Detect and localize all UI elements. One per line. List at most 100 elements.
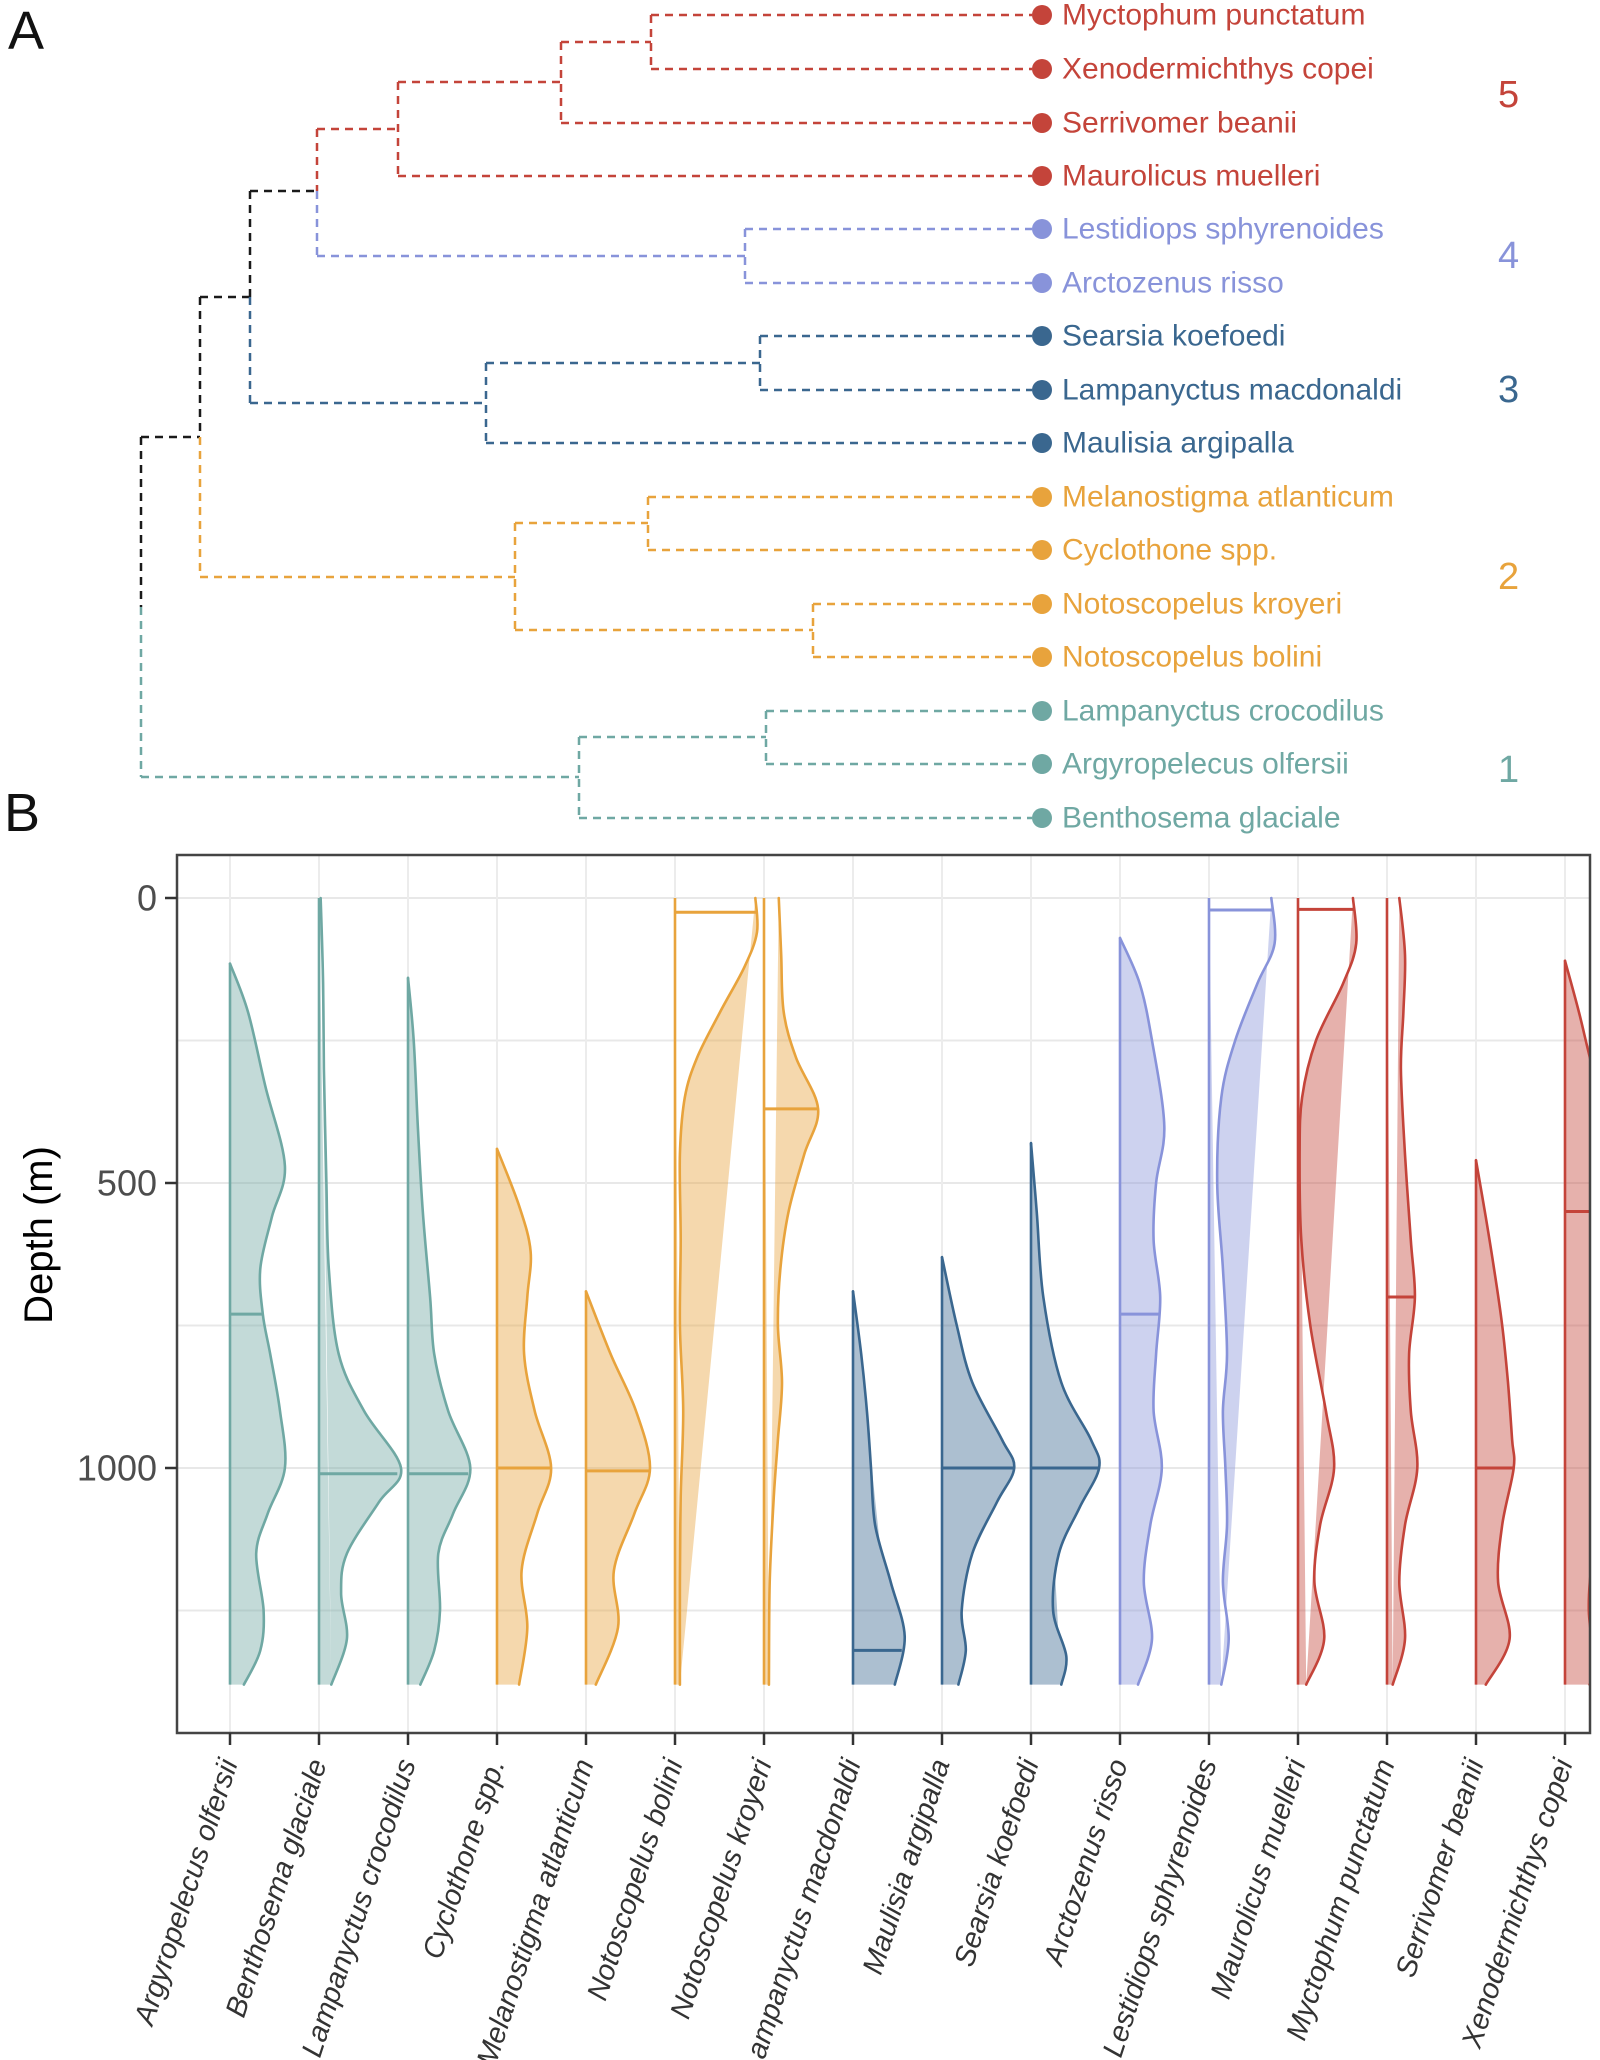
violin: [673, 896, 759, 1686]
panel-a-label: A: [8, 1, 45, 61]
violin-outline: [767, 896, 820, 1686]
violin-fill: [675, 898, 758, 1685]
leaf-label: Cyclothone spp.: [1062, 534, 1277, 567]
violin: [1296, 896, 1358, 1686]
violin: [317, 896, 403, 1686]
violin-outline: [495, 1147, 553, 1686]
leaf-label: Maurolicus muelleri: [1062, 160, 1320, 193]
leaf-dot: [1032, 380, 1052, 400]
violin-fill: [1298, 898, 1357, 1685]
violin-outline: [940, 1255, 1016, 1686]
x-species-label: Searsia koefoedi: [948, 1754, 1046, 1971]
x-species-label: Cyclothone spp.: [417, 1755, 512, 1963]
violin: [1474, 1158, 1516, 1686]
violin: [940, 1255, 1016, 1686]
x-species-label: Maurolicus muelleri: [1205, 1754, 1313, 2003]
x-species-label: Serrivomer beanii: [1390, 1754, 1491, 1982]
leaf-label: Lampanyctus macdonaldi: [1062, 374, 1402, 407]
leaf-label: Notoscopelus kroyeri: [1062, 588, 1342, 621]
violin-fill: [1209, 898, 1276, 1685]
leaf-dot: [1032, 326, 1052, 346]
violin-fill: [942, 1257, 1015, 1685]
violin-outline: [1118, 936, 1166, 1686]
leaf-label: Myctophum punctatum: [1062, 0, 1365, 32]
leaf-dot: [1032, 754, 1052, 774]
cluster-number-label: 2: [1498, 556, 1519, 598]
y-tick-label: 500: [97, 1163, 157, 1204]
leaf-label: Serrivomer beanii: [1062, 107, 1297, 140]
y-tick-label: 0: [137, 878, 157, 919]
leaf-dot: [1032, 5, 1052, 25]
x-species-label: Maulisia argipalla: [857, 1755, 957, 1978]
x-species-label: Notoscopelus bolini: [582, 1754, 691, 2005]
violin-layer: [228, 896, 1589, 1686]
violin-fill: [1565, 960, 1589, 1685]
violin: [406, 976, 472, 1686]
violin-outline: [678, 896, 759, 1686]
violin: [1563, 959, 1589, 1686]
x-species-label: Arctozenus risso: [1037, 1755, 1134, 1971]
violin-fill: [1387, 898, 1418, 1685]
leaf-dot: [1032, 433, 1052, 453]
leaf-dot: [1032, 701, 1052, 721]
violin-outline: [1391, 896, 1419, 1686]
panel-b-label: B: [4, 783, 41, 843]
x-species-label: Notoscopelus kroyeri: [665, 1754, 780, 2023]
violin-fill: [497, 1148, 552, 1685]
leaf-dot: [1032, 540, 1052, 560]
violin-outline: [1298, 896, 1358, 1686]
violin: [1118, 936, 1166, 1686]
violin-fill: [1120, 937, 1165, 1685]
violin: [1207, 896, 1277, 1686]
leaf-label: Searsia koefoedi: [1062, 320, 1285, 353]
leaf-label: Benthosema glaciale: [1062, 802, 1341, 835]
cluster-number-label: 5: [1498, 74, 1519, 116]
leaf-dot: [1032, 594, 1052, 614]
y-axis-title: Depth (m): [17, 1146, 61, 1324]
violin-outline: [1029, 1141, 1101, 1686]
leaf-label: Maulisia argipalla: [1062, 427, 1294, 460]
violin-fill: [230, 963, 286, 1685]
violin: [851, 1290, 907, 1686]
violin-fill: [319, 898, 402, 1685]
leaf-label: Argyropelecus olfersii: [1062, 748, 1349, 781]
plot-border: [175, 853, 1592, 1735]
cluster-number-label: 3: [1498, 369, 1519, 411]
leaf-dot: [1032, 647, 1052, 667]
violin: [495, 1147, 553, 1686]
y-tick-label: 1000: [77, 1448, 157, 1489]
violin-fill: [764, 898, 819, 1685]
leaf-label: Arctozenus risso: [1062, 267, 1284, 300]
violin-outline: [228, 962, 287, 1686]
violin: [228, 962, 287, 1686]
leaf-label: Lestidiops sphyrenoides: [1062, 213, 1384, 246]
violin: [1029, 1141, 1101, 1686]
leaf-dot: [1032, 166, 1052, 186]
leaf-label: Notoscopelus bolini: [1062, 641, 1322, 674]
violin-outline: [406, 976, 472, 1686]
violin-outline: [319, 896, 403, 1686]
cluster-number-label: 1: [1498, 749, 1519, 791]
violin-fill: [586, 1291, 651, 1685]
violin-outline: [1474, 1158, 1516, 1686]
leaf-dot: [1032, 59, 1052, 79]
dendrogram: Myctophum punctatum Xenodermichthys copei…: [139, 0, 1519, 835]
violin: [762, 896, 820, 1686]
violin-outline: [851, 1290, 907, 1686]
leaf-dot: [1032, 113, 1052, 133]
violin-fill: [1476, 1160, 1515, 1685]
leaf-dot: [1032, 273, 1052, 293]
violin-fill: [1031, 1143, 1100, 1685]
leaf-dot: [1032, 808, 1052, 828]
leaf-dot: [1032, 219, 1052, 239]
leaf-label: Melanostigma atlanticum: [1062, 481, 1394, 514]
leaf-label: Xenodermichthys copei: [1062, 53, 1374, 86]
violin: [584, 1290, 652, 1686]
x-species-label: Benthosema glaciale: [220, 1755, 334, 2021]
violin-outline: [584, 1290, 652, 1686]
leaf-dot: [1032, 487, 1052, 507]
leaf-label: Lampanyctus crocodilus: [1062, 695, 1384, 728]
